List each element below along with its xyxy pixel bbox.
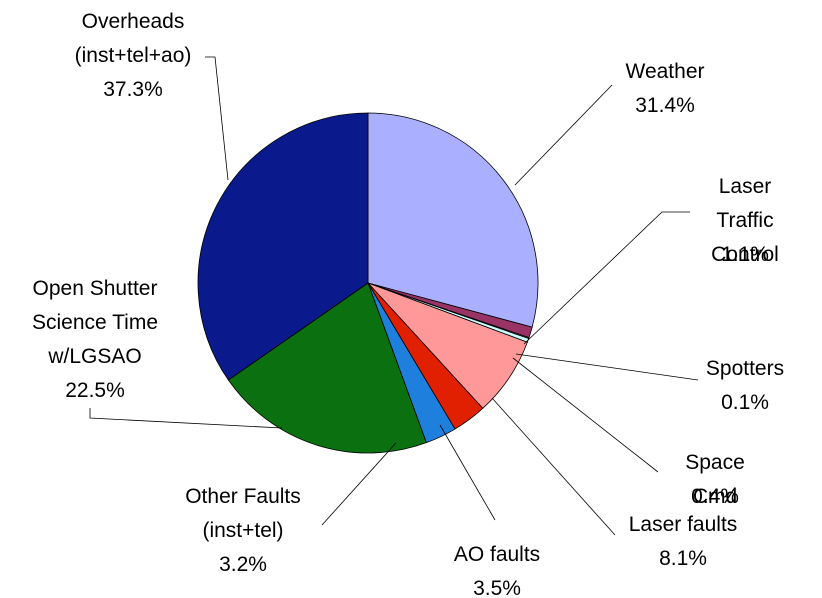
slice-value-label: 37.3%: [103, 78, 163, 101]
leader-line: [205, 56, 229, 181]
slice-value-label: 31.4%: [635, 94, 695, 117]
slice-value-label: 3.2%: [219, 553, 267, 576]
slice-label: Spotters: [705, 357, 785, 380]
slice-label: Weather: [625, 60, 705, 83]
slice-label: AO faults: [453, 543, 541, 566]
slice-value-label: 0.1%: [721, 391, 769, 414]
slice-label: Space Cmd: [685, 451, 745, 508]
slice-label: Overheads (inst+tel+ao): [74, 10, 192, 67]
leader-line: [512, 357, 659, 473]
slice-label: Other Faults (inst+tel): [185, 485, 301, 542]
slice-value-label: 3.5%: [473, 577, 521, 598]
slice-label: Laser Traffic Control: [711, 175, 779, 266]
slice-value-label: 8.1%: [659, 547, 707, 570]
leader-line: [439, 424, 496, 521]
pie-slice: [367, 112, 539, 328]
leader-line: [515, 353, 699, 381]
pie-slice: [197, 112, 369, 381]
leader-line: [523, 211, 690, 345]
leader-line: [514, 84, 613, 186]
leader-line: [491, 397, 616, 536]
slice-value-label: 1.1%: [721, 243, 769, 266]
leader-line: [321, 442, 397, 526]
slice-value-label: 0.4%: [691, 485, 739, 508]
slice-label: Laser faults: [628, 513, 738, 536]
pie-slice: [227, 282, 427, 454]
slice-value-label: 22.5%: [65, 379, 125, 402]
slice-label: Open Shutter Science Time w/LGSAO: [31, 277, 159, 368]
leader-line: [89, 408, 283, 429]
